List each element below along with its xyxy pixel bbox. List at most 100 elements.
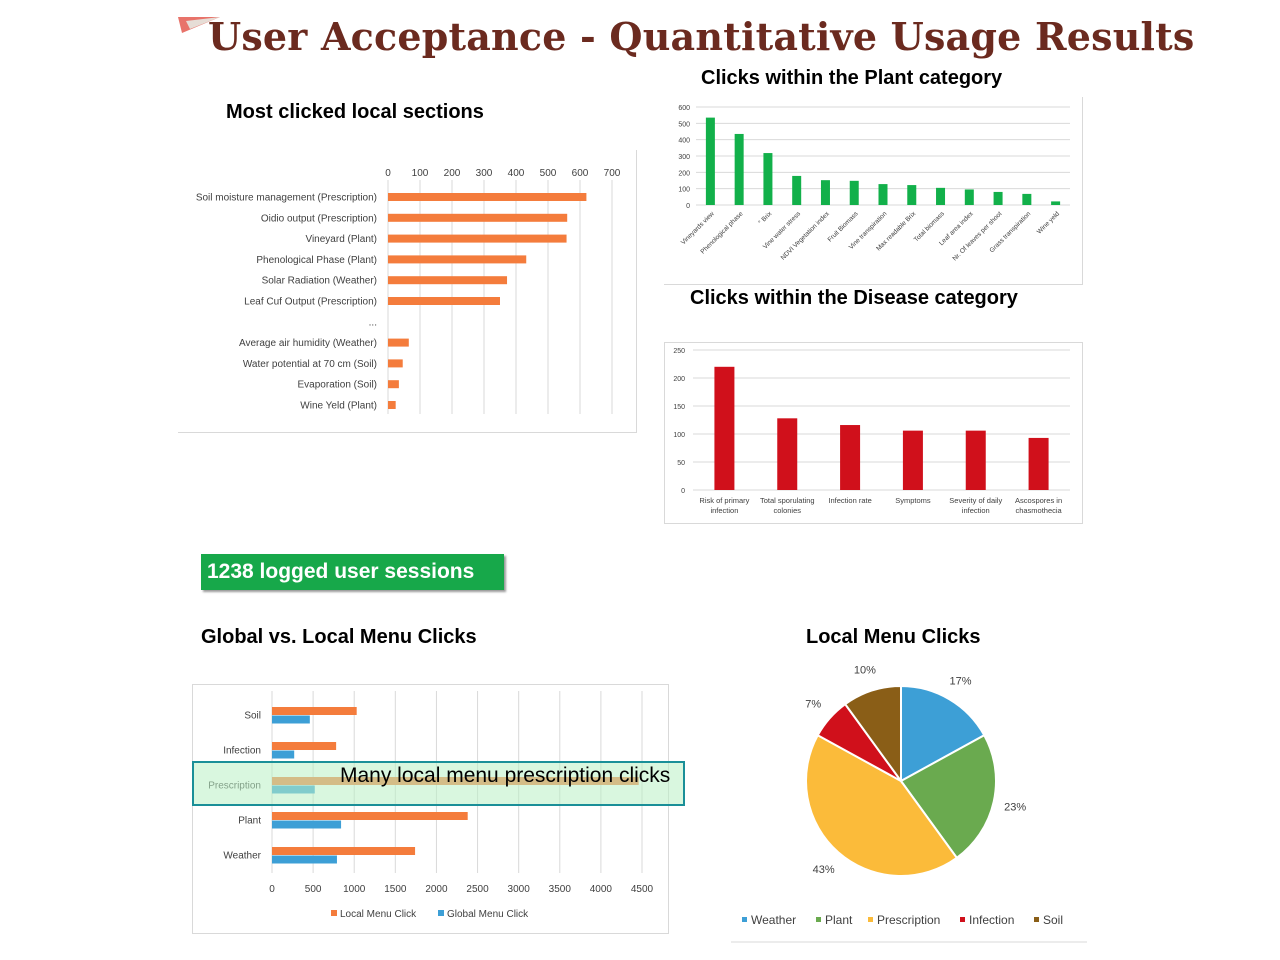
bar: [272, 742, 337, 750]
bar: [792, 175, 802, 205]
bar: [936, 187, 946, 205]
bar: [272, 707, 357, 715]
disease-category-title: Clicks within the Disease category: [690, 287, 1018, 309]
legend-swatch: [438, 910, 444, 916]
y-tick-label: 600: [678, 105, 690, 112]
pie-slice: [900, 684, 986, 783]
bar: [388, 401, 396, 409]
x-tick-label: 1500: [384, 884, 407, 895]
x-tick-label: 3000: [508, 884, 531, 895]
category-label: Oidio output (Prescription): [261, 213, 377, 224]
bar: [705, 117, 715, 205]
category-label: Evaporation (Soil): [298, 380, 377, 391]
category-label: Infection rate: [828, 496, 871, 505]
category-label: Nr. Of leaves per shoot: [952, 210, 1004, 262]
bar: [272, 855, 337, 864]
pie-slice: [843, 684, 902, 785]
x-tick-label: 100: [412, 168, 429, 179]
bar: [388, 338, 409, 347]
bar: [388, 234, 567, 243]
category-label: Wine yeld: [1036, 210, 1061, 235]
category-label: Wine Yeld (Plant): [300, 401, 377, 412]
bar: [272, 820, 342, 829]
legend-swatch: [960, 917, 965, 922]
legend-label: Plant: [825, 913, 853, 927]
legend-swatch: [1034, 917, 1039, 922]
category-label: ...: [369, 317, 377, 328]
pie-slice: [805, 733, 959, 877]
x-tick-label: 2000: [425, 884, 448, 895]
x-tick-label: 700: [604, 168, 621, 179]
category-label: Total sporulating: [760, 496, 815, 505]
bar: [1028, 437, 1049, 490]
y-tick-label: 200: [678, 170, 690, 177]
x-tick-label: 200: [444, 168, 461, 179]
x-tick-label: 500: [305, 884, 322, 895]
bar: [878, 184, 888, 205]
y-tick-label: 500: [678, 121, 690, 128]
x-tick-label: 0: [385, 168, 391, 179]
prescription-callout-text: Many local menu prescription clicks: [340, 764, 671, 787]
local-sections-chart: 0 100 200 300 400 500 600 700 Soil moisture mana…: [178, 150, 637, 433]
bar: [849, 180, 859, 205]
category-label: Phenological Phase (Plant): [256, 255, 377, 266]
global-local-title: Global vs. Local Menu Clicks: [201, 626, 477, 648]
category-label: Ascospores in: [1015, 496, 1062, 505]
y-tick-label: 150: [673, 404, 685, 411]
bar: [993, 191, 1003, 205]
category-label: infection: [962, 506, 990, 515]
bar: [734, 133, 744, 205]
local-menu-pie-chart: 17% 23% 43% 7% 10% Weather Plant Prescription In…: [731, 665, 1087, 943]
local-sections-title: Most clicked local sections: [226, 101, 484, 123]
sessions-badge: 1238 logged user sessions: [201, 554, 504, 590]
slice-label: 17%: [950, 675, 972, 687]
x-tick-label: 400: [508, 168, 525, 179]
bar: [965, 430, 986, 490]
category-label: Soil: [244, 711, 261, 722]
y-tick-label: 0: [686, 203, 690, 210]
x-tick-label: 2500: [466, 884, 489, 895]
bar: [777, 418, 798, 490]
page-title: User Acceptance - Quantitative Usage Res…: [208, 14, 1195, 59]
legend-swatch: [742, 917, 747, 922]
y-tick-label: 100: [678, 187, 690, 194]
category-label: Solar Radiation (Weather): [262, 276, 377, 287]
bar: [388, 255, 527, 264]
bar: [272, 750, 295, 759]
bar: [388, 213, 568, 222]
slice-label: 10%: [854, 665, 876, 677]
bar: [1051, 201, 1061, 205]
legend-label: Infection: [969, 913, 1014, 927]
slice-label: 23%: [1004, 802, 1026, 814]
x-tick-label: 500: [540, 168, 557, 179]
title-decoration-icon: [178, 17, 220, 33]
bar: [272, 847, 416, 855]
x-tick-label: 600: [572, 168, 589, 179]
category-label: Symptoms: [895, 496, 931, 505]
bar: [388, 380, 399, 389]
category-label: ° Brix: [757, 209, 774, 226]
x-tick-label: 1000: [343, 884, 366, 895]
bar: [1022, 193, 1032, 205]
legend-label: Weather: [751, 913, 796, 927]
category-label: Vineyard (Plant): [305, 234, 377, 245]
bar: [388, 359, 403, 368]
slice-label: 43%: [813, 864, 835, 876]
legend-label: Local Menu Click: [340, 909, 417, 920]
y-tick-label: 400: [678, 138, 690, 145]
category-label: Severity of daily: [949, 496, 1002, 505]
legend-swatch: [816, 917, 821, 922]
bar: [964, 189, 974, 205]
category-label: Leaf Cuf Output (Prescription): [244, 297, 377, 308]
bar: [388, 297, 500, 305]
y-tick-label: 50: [677, 460, 685, 467]
category-label: NDVI Vegetation index: [780, 210, 832, 262]
bar: [388, 193, 587, 201]
category-label: Weather: [223, 851, 261, 862]
bar: [907, 185, 917, 205]
bar: [763, 153, 773, 205]
x-tick-label: 4500: [631, 884, 654, 895]
prescription-callout-box: [192, 761, 685, 806]
legend-label: Global Menu Click: [447, 909, 529, 920]
